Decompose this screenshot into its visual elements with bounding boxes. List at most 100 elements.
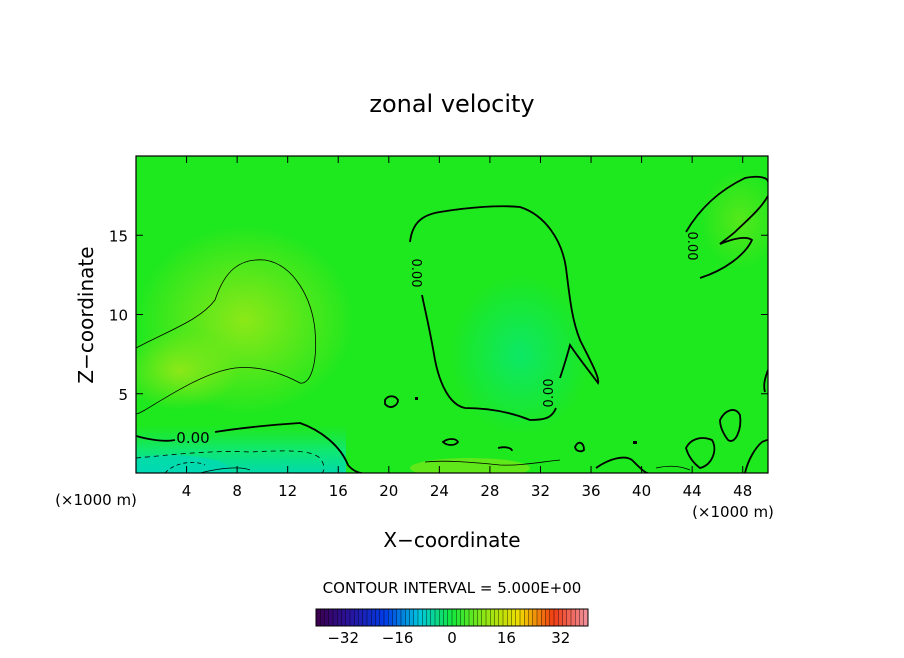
contour-line xyxy=(655,465,691,471)
x-tick-label: 8 xyxy=(232,482,242,500)
colorbar-cell xyxy=(498,609,504,626)
colorbar-cell xyxy=(337,609,342,626)
y-tick-label: 10 xyxy=(109,307,128,325)
colorbar-cell xyxy=(447,609,453,626)
colorbar-cell xyxy=(418,609,423,626)
x-axis-unit-left: (×1000 m) xyxy=(55,491,137,509)
colorbar-cell xyxy=(413,609,419,626)
x-axis: 4 8 12 16 20 24 28 32 36 40 44 48 xyxy=(182,156,752,500)
colorbar-cell xyxy=(388,609,393,626)
colorbar-tick-label: 0 xyxy=(447,629,457,647)
colorbar-cell xyxy=(384,609,389,626)
x-tick-label: 36 xyxy=(581,482,600,500)
zero-contour xyxy=(574,441,585,453)
x-tick-label: 48 xyxy=(733,482,752,500)
colorbar-cell xyxy=(507,609,512,626)
colorbar-cell xyxy=(477,609,483,626)
colorbar-frame xyxy=(315,608,589,627)
contour-line xyxy=(136,259,317,415)
zero-contour xyxy=(441,438,460,446)
colorbar-cell xyxy=(503,609,508,626)
contour-line xyxy=(199,467,251,473)
colorbar-cell xyxy=(532,609,538,626)
y-axis-label: Z−coordinate xyxy=(74,246,98,383)
colorbar-cell xyxy=(579,609,585,626)
colorbar-cell xyxy=(528,609,534,626)
chart-title: zonal velocity xyxy=(369,90,534,118)
contour-line xyxy=(164,462,206,473)
y-axis: 5 10 15 xyxy=(109,227,768,404)
negative-region xyxy=(136,455,230,473)
contour-blob xyxy=(415,397,418,400)
colorbar-cell xyxy=(515,609,521,626)
colorbar-cell xyxy=(452,609,457,626)
positive-region xyxy=(136,330,240,410)
zero-contour xyxy=(763,369,768,393)
colorbar-cell xyxy=(379,609,385,626)
colorbar-cell xyxy=(435,609,440,626)
x-tick-label: 44 xyxy=(683,482,702,500)
zero-contour xyxy=(719,409,742,442)
colorbar-ticks: −32 −16 0 16 32 xyxy=(327,629,570,647)
zero-contour xyxy=(685,175,768,279)
x-axis-label: X−coordinate xyxy=(383,528,520,552)
colorbar-cell xyxy=(350,609,355,626)
colorbar-cell xyxy=(469,609,474,626)
colorbar-cell xyxy=(571,609,576,626)
x-tick-label: 12 xyxy=(278,482,297,500)
colorbar-cell xyxy=(456,609,461,626)
colorbar-cell xyxy=(494,609,500,626)
colorbar-cell xyxy=(320,609,325,626)
colorbar-cell xyxy=(545,609,551,626)
colorbar-cell xyxy=(367,609,372,626)
contour-label: 0.00 xyxy=(408,259,423,288)
zero-contour xyxy=(595,456,649,473)
zero-contour xyxy=(384,395,399,408)
heatmap-field xyxy=(136,156,768,473)
colorbar-cell xyxy=(460,609,466,626)
colorbar-cell xyxy=(405,609,410,626)
positive-region xyxy=(410,458,530,473)
x-tick-label: 20 xyxy=(379,482,398,500)
colorbar-cell xyxy=(575,609,580,626)
colorbar-cell xyxy=(426,609,432,626)
zero-contour xyxy=(409,205,600,421)
colorbar-cell xyxy=(537,609,542,626)
colorbar-cell xyxy=(362,609,368,626)
x-tick-label: 16 xyxy=(329,482,348,500)
colorbar-cell xyxy=(396,609,402,626)
colorbar-cell xyxy=(481,609,487,626)
colorbar-cell xyxy=(439,609,444,626)
y-tick-label: 15 xyxy=(109,227,128,245)
colorbar-cell xyxy=(345,609,351,626)
colorbar-cell xyxy=(486,609,491,626)
colorbar-cell xyxy=(409,609,415,626)
contour-label: 0.00 xyxy=(684,232,699,261)
colorbar-cell xyxy=(430,609,436,626)
contour-label: 0.00 xyxy=(176,429,209,447)
colorbar-cell xyxy=(333,609,338,626)
colorbar-cell xyxy=(328,609,334,626)
colorbar-cell xyxy=(464,609,470,626)
zero-contour xyxy=(685,437,716,469)
x-axis-unit-right: (×1000 m) xyxy=(692,503,774,521)
colorbar-cell xyxy=(371,609,376,626)
colorbar-cell xyxy=(422,609,427,626)
colorbar-cell xyxy=(558,609,563,626)
x-tick-label: 32 xyxy=(531,482,550,500)
colorbar-cell xyxy=(511,609,517,626)
colorbar-cell xyxy=(473,609,478,626)
colorbar-tick-label: −16 xyxy=(382,629,414,647)
colorbar-cell xyxy=(324,609,330,626)
colorbar-cell xyxy=(554,609,559,626)
colorbar-cell xyxy=(392,609,398,626)
colorbar-cell xyxy=(583,609,589,626)
colorbar-cell xyxy=(358,609,364,626)
colorbar-cell xyxy=(541,609,546,626)
x-tick-label: 40 xyxy=(632,482,651,500)
colorbar-tick-label: 16 xyxy=(497,629,516,647)
colorbar-cell xyxy=(375,609,381,626)
colorbar-cell xyxy=(316,609,321,626)
